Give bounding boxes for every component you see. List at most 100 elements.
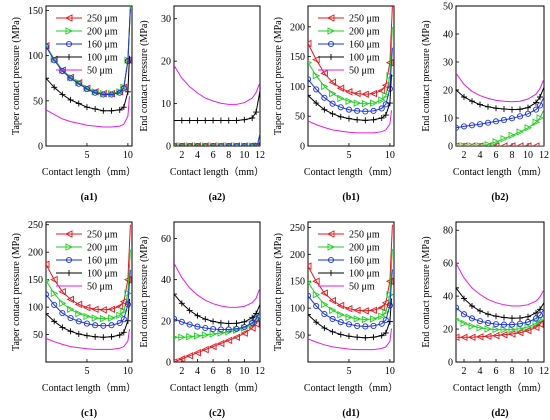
y-tick-label: 0 — [448, 358, 453, 369]
y-tick-label: 200 — [290, 22, 305, 33]
y-axis-label: End contact pressure (MPa) — [139, 236, 150, 347]
panel-label: (d2) — [491, 408, 508, 419]
marker-plus — [354, 117, 360, 123]
x-axis-label: Contact length（mm） — [170, 166, 264, 178]
x-tick-label: 10 — [385, 150, 395, 161]
x-axis-label: Contact length（mm） — [453, 166, 547, 178]
y-tick-label: 40 — [443, 292, 453, 303]
marker-plus — [76, 101, 82, 107]
y-tick-label: 100 — [290, 304, 305, 315]
x-tick-label: 12 — [539, 150, 549, 161]
x-axis-label: Contact length（mm） — [453, 382, 547, 394]
marker-plus — [501, 106, 507, 112]
y-tick-label: 150 — [28, 6, 43, 17]
marker-plus — [501, 315, 507, 321]
marker-plus — [171, 118, 177, 124]
x-tick-label: 8 — [226, 150, 231, 161]
legend: 250 μm200 μm160 μm100 μm50 μm — [318, 14, 380, 77]
x-tick-label: 2 — [179, 150, 184, 161]
marker-plus — [346, 333, 352, 339]
data-layer — [453, 73, 544, 149]
y-tick-label: 250 — [28, 220, 43, 231]
y-tick-label: 40 — [161, 275, 171, 286]
data-layer — [171, 263, 260, 365]
panel-label: (c2) — [209, 408, 225, 419]
panel-label: (b1) — [342, 192, 359, 203]
legend-label: 100 μm — [87, 53, 118, 64]
x-tick-label: 2 — [462, 366, 467, 377]
x-axis-label: Contact length（mm） — [42, 382, 136, 394]
legend-label: 160 μm — [87, 40, 118, 51]
legend-label: 200 μm — [349, 243, 380, 254]
legend-label: 100 μm — [349, 269, 380, 280]
marker-plus — [234, 118, 240, 124]
y-tick-label: 30 — [443, 58, 453, 69]
marker-plus — [121, 329, 127, 335]
series-line — [456, 73, 544, 102]
y-tick-label: 0 — [448, 142, 453, 153]
series-line — [46, 96, 130, 127]
marker-plus — [202, 316, 208, 322]
y-tick-label: 0 — [300, 142, 305, 153]
legend-label: 50 μm — [349, 282, 375, 293]
marker-plus — [210, 118, 216, 124]
marker-plus — [218, 118, 224, 124]
legend-label: 100 μm — [87, 269, 118, 280]
legend-label: 160 μm — [349, 40, 380, 51]
y-tick-label: 250 — [290, 223, 305, 234]
marker-plus — [202, 118, 208, 124]
marker-plus — [387, 319, 393, 325]
y-tick-label: 50 — [443, 2, 453, 13]
y-tick-label: 200 — [28, 248, 43, 259]
x-tick-label: 8 — [510, 366, 515, 377]
x-axis-label: Contact length（mm） — [304, 382, 398, 394]
marker-plus — [338, 114, 344, 120]
chart-c1: 50 100 150 200 250 5 10 Contact length（mm） Taper… — [11, 220, 136, 419]
marker-plus — [241, 117, 247, 123]
panel-label: (b2) — [491, 192, 508, 203]
legend-label: 250 μm — [87, 230, 118, 241]
x-tick-label: 5 — [346, 366, 351, 377]
x-tick-label: 4 — [195, 150, 200, 161]
marker-plus — [469, 98, 475, 104]
marker-plus — [92, 106, 98, 112]
y-tick-label: 20 — [443, 86, 453, 97]
y-tick-label: 20 — [161, 316, 171, 327]
y-axis-label: Taper contact pressure (MPa) — [11, 17, 22, 135]
marker-plus — [525, 314, 531, 320]
y-tick-label: 40 — [443, 30, 453, 41]
marker-plus — [241, 319, 247, 325]
marker-plus — [493, 105, 499, 111]
marker-plus — [249, 115, 255, 121]
x-tick-label: 12 — [255, 150, 265, 161]
legend-label: 50 μm — [87, 282, 113, 293]
chart-a1: 0501001505 10Contact length（mm）Taper cont… — [11, 6, 136, 203]
y-tick-label: 80 — [443, 226, 453, 237]
x-tick-label: 5 — [346, 150, 351, 161]
y-tick-label: 50 — [33, 96, 43, 107]
marker-plus — [253, 109, 259, 115]
legend-label: 50 μm — [87, 66, 113, 77]
y-tick-label: 50 — [33, 330, 43, 341]
y-tick-label: 60 — [161, 234, 171, 245]
plot-frame — [174, 6, 260, 146]
marker-plus — [234, 320, 240, 326]
x-tick-label: 5 — [84, 366, 89, 377]
y-tick-label: 10 — [443, 114, 453, 125]
y-axis-label: End contact pressure (MPa) — [421, 20, 432, 131]
marker-plus — [330, 329, 336, 335]
legend: 250 μm200 μm160 μm100 μm50 μm — [56, 230, 118, 293]
marker-plus — [100, 108, 106, 114]
x-tick-label: 6 — [494, 366, 499, 377]
legend-label: 160 μm — [87, 256, 118, 267]
x-tick-label: 10 — [123, 150, 133, 161]
marker-plus — [477, 308, 483, 314]
marker-plus — [379, 333, 385, 339]
y-axis-label: Taper contact pressure (MPa) — [273, 233, 284, 351]
y-tick-label: 150 — [290, 277, 305, 288]
chart-c2: 02040602 4 6 8 10 12Contact length（mm）End con… — [139, 222, 265, 419]
y-tick-label: 30 — [161, 14, 171, 25]
marker-plus — [485, 311, 491, 317]
x-tick-label: 10 — [523, 366, 533, 377]
x-axis-label: Contact length（mm） — [170, 382, 264, 394]
